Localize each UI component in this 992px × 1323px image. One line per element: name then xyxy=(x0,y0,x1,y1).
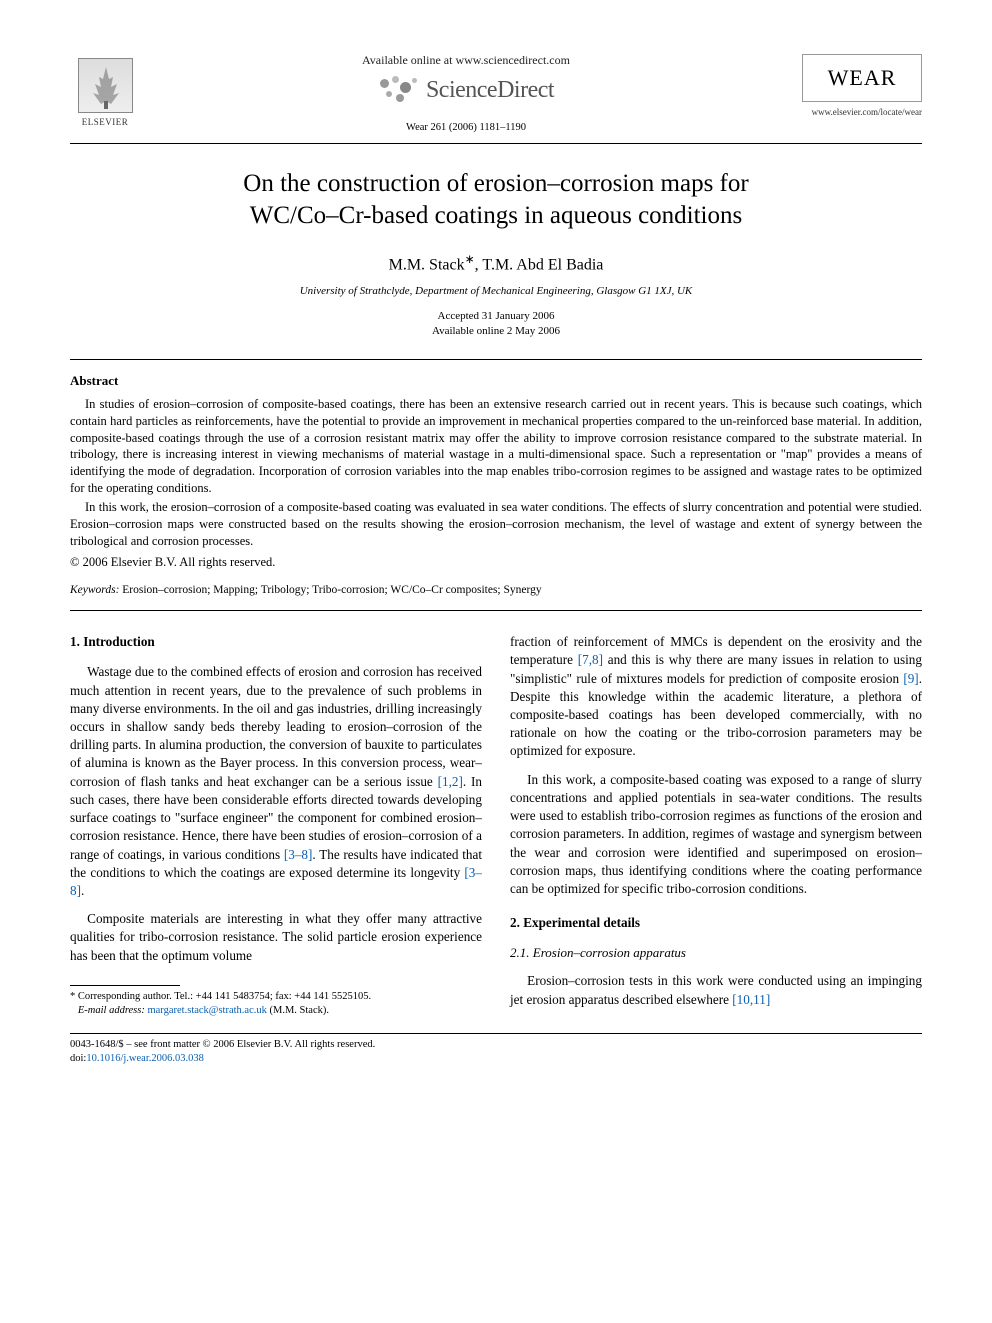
body-columns: 1. Introduction Wastage due to the combi… xyxy=(70,633,922,1019)
keywords-text: Erosion–corrosion; Mapping; Tribology; T… xyxy=(119,584,541,596)
footnote-rule xyxy=(70,985,180,986)
online-date: Available online 2 May 2006 xyxy=(432,325,560,337)
abstract-p2: In this work, the erosion–corrosion of a… xyxy=(70,499,922,550)
journal-cover: WEAR xyxy=(802,54,922,102)
article-dates: Accepted 31 January 2006 Available onlin… xyxy=(70,309,922,340)
keywords: Keywords: Erosion–corrosion; Mapping; Tr… xyxy=(70,583,922,599)
abstract-body: In studies of erosion–corrosion of compo… xyxy=(70,396,922,571)
column-left: 1. Introduction Wastage due to the combi… xyxy=(70,633,482,1019)
ref-link-10-11[interactable]: [10,11] xyxy=(732,992,770,1007)
sciencedirect-logo: ScienceDirect xyxy=(378,74,554,106)
header-rule xyxy=(70,143,922,144)
sd-dots-icon xyxy=(378,76,420,104)
page-header: ELSEVIER Available online at www.science… xyxy=(70,48,922,135)
author-email[interactable]: margaret.stack@strath.ac.uk xyxy=(147,1005,266,1016)
affiliation: University of Strathclyde, Department of… xyxy=(70,284,922,299)
email-suffix: (M.M. Stack). xyxy=(267,1005,329,1016)
available-online-text: Available online at www.sciencedirect.co… xyxy=(140,52,792,68)
article-title: On the construction of erosion–corrosion… xyxy=(130,168,862,233)
journal-box: WEAR www.elsevier.com/locate/wear xyxy=(792,48,922,118)
ref-link-3-8a[interactable]: [3–8] xyxy=(284,847,313,862)
accepted-date: Accepted 31 January 2006 xyxy=(438,310,555,322)
authors: M.M. Stack∗, T.M. Abd El Badia xyxy=(70,251,922,276)
intro-paragraph-2: Composite materials are interesting in w… xyxy=(70,910,482,965)
bottom-info: 0043-1648/$ – see front matter © 2006 El… xyxy=(70,1038,922,1066)
email-label: E-mail address: xyxy=(78,1005,145,1016)
journal-cover-title: WEAR xyxy=(828,63,897,93)
corresponding-author-footnote: * Corresponding author. Tel.: +44 141 54… xyxy=(70,990,482,1018)
footnote-corr: * Corresponding author. Tel.: +44 141 54… xyxy=(70,990,482,1004)
journal-url: www.elsevier.com/locate/wear xyxy=(792,106,922,118)
abstract-top-rule xyxy=(70,359,922,360)
col2-paragraph-2: In this work, a composite-based coating … xyxy=(510,771,922,899)
ref-link-9[interactable]: [9] xyxy=(903,671,918,686)
elsevier-tree-icon xyxy=(78,58,133,113)
section-2-heading: 2. Experimental details xyxy=(510,914,922,932)
elsevier-logo: ELSEVIER xyxy=(70,48,140,128)
copyright: © 2006 Elsevier B.V. All rights reserved… xyxy=(70,554,922,571)
front-matter-line: 0043-1648/$ – see front matter © 2006 El… xyxy=(70,1038,922,1052)
footnote-email-line: E-mail address: margaret.stack@strath.ac… xyxy=(70,1004,482,1018)
abstract-bottom-rule xyxy=(70,610,922,611)
col2-continuation: fraction of reinforcement of MMCs is dep… xyxy=(510,633,922,761)
intro-paragraph-1: Wastage due to the combined effects of e… xyxy=(70,663,482,900)
journal-reference: Wear 261 (2006) 1181–1190 xyxy=(140,121,792,135)
title-line-2: WC/Co–Cr-based coatings in aqueous condi… xyxy=(250,202,742,229)
title-line-1: On the construction of erosion–corrosion… xyxy=(243,170,748,197)
abstract-p1: In studies of erosion–corrosion of compo… xyxy=(70,396,922,497)
elsevier-label: ELSEVIER xyxy=(82,116,129,128)
center-header: Available online at www.sciencedirect.co… xyxy=(140,48,792,135)
bottom-rule xyxy=(70,1033,922,1034)
subsection-2-1-heading: 2.1. Erosion–corrosion apparatus xyxy=(510,944,922,962)
abstract-heading: Abstract xyxy=(70,372,922,390)
section-1-heading: 1. Introduction xyxy=(70,633,482,651)
sciencedirect-text: ScienceDirect xyxy=(426,74,554,106)
doi-line: doi:10.1016/j.wear.2006.03.038 xyxy=(70,1052,922,1066)
ref-link-7-8[interactable]: [7,8] xyxy=(578,652,603,667)
ref-link-1-2[interactable]: [1,2] xyxy=(438,774,463,789)
column-right: fraction of reinforcement of MMCs is dep… xyxy=(510,633,922,1019)
doi-link[interactable]: 10.1016/j.wear.2006.03.038 xyxy=(86,1053,204,1064)
keywords-label: Keywords: xyxy=(70,584,119,596)
doi-prefix: doi: xyxy=(70,1053,86,1064)
experimental-paragraph-1: Erosion–corrosion tests in this work wer… xyxy=(510,972,922,1008)
